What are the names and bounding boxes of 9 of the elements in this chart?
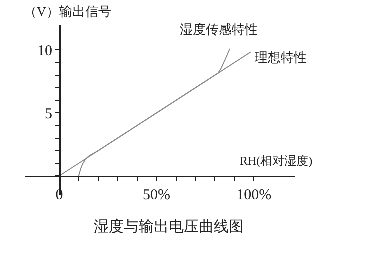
- x-tick-label: 100%: [236, 188, 272, 204]
- y-tick-label: 5: [44, 106, 52, 122]
- text: 湿度与输出电压曲线图: [94, 218, 244, 236]
- x-axis-title: RH(相对湿度): [240, 154, 313, 168]
- y-axis-title: （V）输出信号: [24, 4, 112, 19]
- y-tick-label: 10: [37, 43, 52, 60]
- series-label: 湿度传感特性: [180, 22, 258, 37]
- series-label: 理想特性: [255, 50, 307, 65]
- x-tick-label: 50%: [143, 188, 171, 204]
